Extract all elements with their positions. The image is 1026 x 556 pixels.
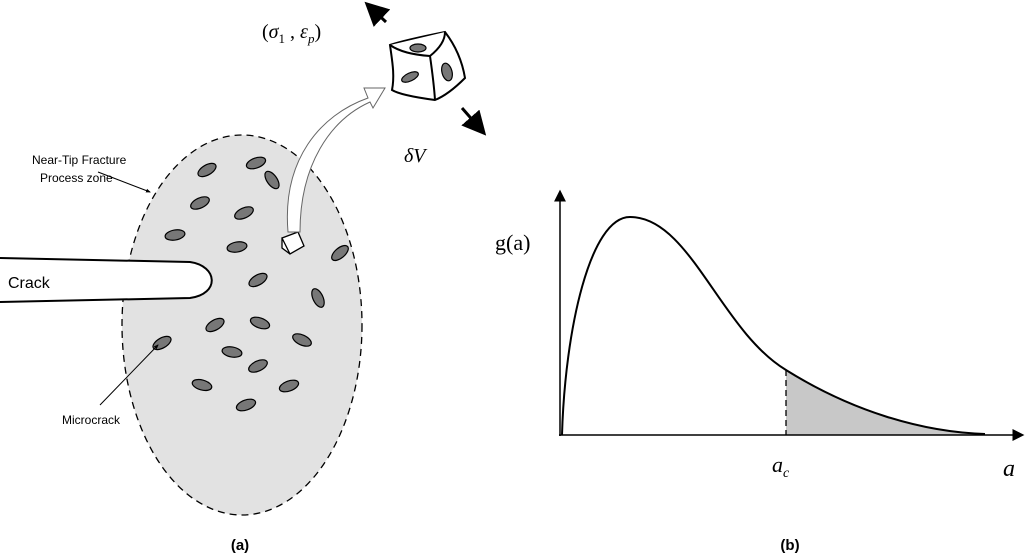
- caption: (a): [231, 537, 249, 554]
- text-part: ,: [285, 21, 300, 43]
- microcrack-label: Microcrack: [62, 413, 121, 427]
- volume-element-large: [390, 32, 465, 100]
- tail-area: [786, 370, 985, 435]
- zone-label: Process zone: [40, 171, 113, 185]
- y-axis-label: g(a): [495, 230, 530, 255]
- zone-label: Near-Tip Fracture: [32, 153, 127, 167]
- stress-label: (σ1 , εp): [262, 21, 321, 46]
- text-part: ): [314, 21, 321, 43]
- figure: Near-Tip Fracture Process zone Crack Mic…: [0, 0, 1026, 556]
- stress-arrow: [368, 5, 386, 22]
- threshold-label: ac: [772, 452, 790, 481]
- caption: (b): [780, 537, 799, 554]
- process-zone: [122, 135, 362, 515]
- distribution-curve: [562, 217, 985, 435]
- x-axis-label: a: [1003, 456, 1015, 482]
- crack-label: Crack: [8, 275, 51, 292]
- text-part: ε: [300, 21, 308, 43]
- volume-label: δV: [404, 145, 428, 167]
- text-part: c: [783, 466, 790, 481]
- shape: [410, 44, 426, 52]
- text-part: a: [772, 452, 783, 477]
- stress-arrow: [462, 108, 483, 132]
